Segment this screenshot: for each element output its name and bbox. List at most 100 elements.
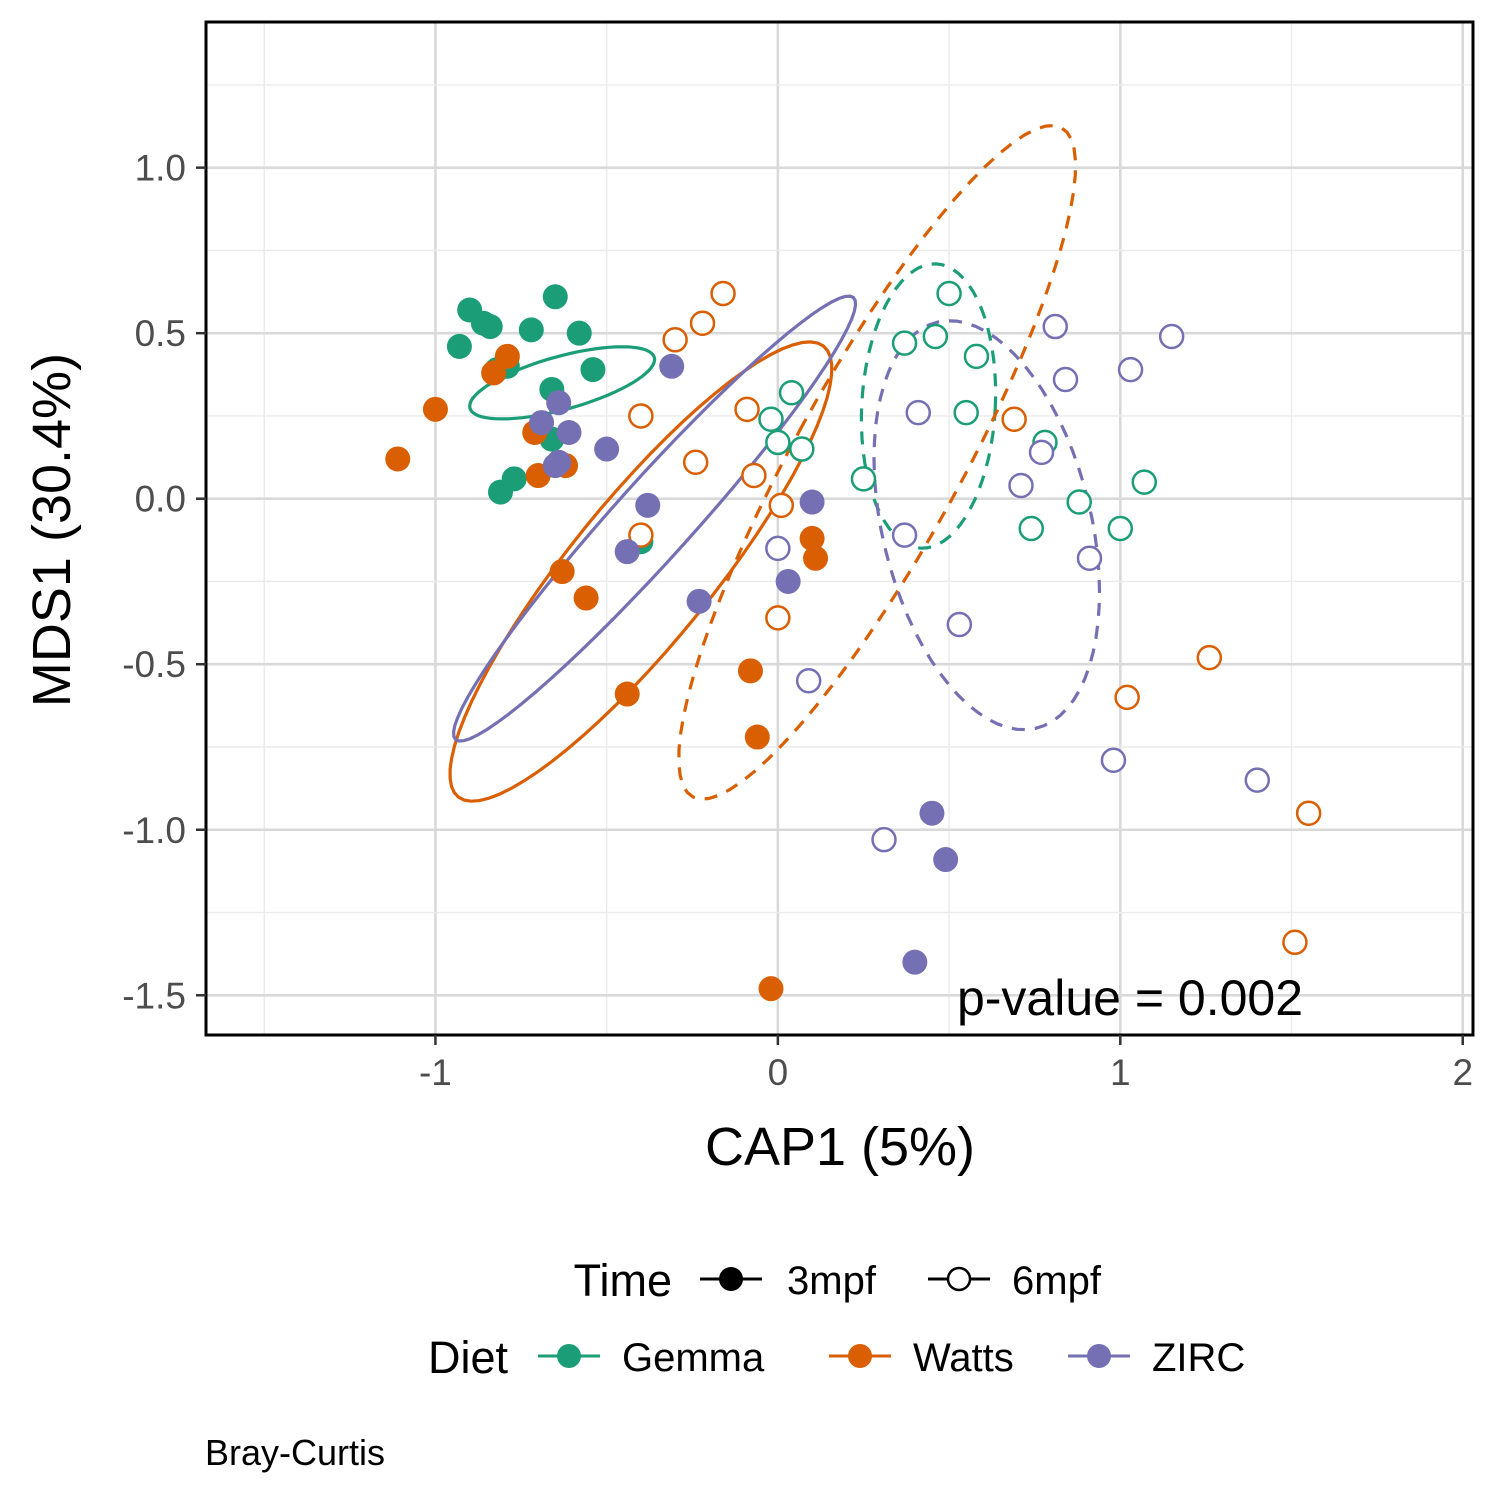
point-zirc-6mpf (905, 399, 932, 426)
plot-panel-border (204, 20, 1475, 1037)
ellipse-zirc-3mpf (451, 294, 858, 743)
point-watts-3mpf (422, 396, 448, 422)
point-zirc-6mpf (946, 611, 973, 638)
tick-layer: -1 0 1 2 1.0 0.5 0.0 -0.5 -1.0 -1.5 (122, 148, 1473, 1093)
point-gemma-6mpf (758, 406, 784, 433)
x-tick-label: 1 (1110, 1052, 1131, 1093)
point-gemma-3mpf (580, 357, 606, 383)
point-watts-6mpf (1196, 644, 1223, 671)
point-watts-6mpf (689, 310, 716, 337)
point-watts-6mpf (1001, 406, 1027, 433)
point-gemma-6mpf (778, 380, 805, 406)
legend-label-zirc: ZIRC (1152, 1336, 1245, 1380)
point-layer (385, 280, 1322, 1002)
point-gemma-6mpf (1066, 489, 1092, 515)
y-tick-label: 1.0 (135, 148, 186, 189)
ellipse-watts-6mpf (677, 123, 1078, 801)
point-watts-6mpf (1282, 929, 1308, 956)
point-zirc-3mpf (542, 453, 568, 479)
point-zirc-6mpf (1008, 472, 1034, 499)
point-gemma-3mpf (477, 314, 503, 340)
point-gemma-6mpf (1131, 469, 1158, 495)
point-gemma-3mpf (446, 333, 472, 359)
y-axis-title: MDS1 (30.4%) (22, 353, 82, 707)
point-gemma-6mpf (1018, 515, 1045, 542)
point-gemma-6mpf (963, 343, 990, 370)
legend-label-watts: Watts (913, 1336, 1014, 1380)
legend-label-3mpf: 3mpf (787, 1259, 877, 1303)
point-zirc-6mpf (1158, 323, 1185, 350)
point-zirc-6mpf (1028, 439, 1055, 466)
legend-key-6mpf-icon (946, 1266, 972, 1292)
point-watts-6mpf (765, 605, 791, 631)
point-gemma-3mpf (518, 317, 544, 343)
legend-diet-title: Diet (428, 1332, 509, 1383)
point-zirc-3mpf (775, 568, 801, 594)
point-zirc-6mpf (1117, 356, 1144, 383)
point-watts-3mpf (614, 681, 640, 707)
legend: Time 3mpf 6mpf Diet Gemma Watts ZIRC (428, 1255, 1245, 1383)
point-zirc-6mpf (871, 826, 897, 853)
point-gemma-6mpf (1107, 515, 1134, 542)
point-watts-6mpf (768, 492, 795, 519)
caption: Bray-Curtis (205, 1432, 385, 1473)
ellipse-watts-3mpf (448, 340, 834, 803)
point-zirc-6mpf (1042, 313, 1068, 340)
point-gemma-6mpf (936, 280, 962, 307)
point-zirc-6mpf (1076, 545, 1103, 572)
point-zirc-3mpf (902, 949, 928, 975)
point-watts-6mpf (1295, 800, 1322, 826)
point-zirc-3mpf (919, 800, 945, 826)
legend-key-zirc-icon (1087, 1344, 1111, 1368)
point-watts-3mpf (737, 658, 763, 684)
legend-label-gemma: Gemma (622, 1336, 765, 1380)
point-gemma-6mpf (765, 429, 791, 456)
point-watts-3mpf (494, 343, 520, 369)
point-zirc-3mpf (933, 847, 959, 873)
point-zirc-3mpf (546, 390, 572, 416)
x-tick-label: 0 (768, 1052, 789, 1093)
point-gemma-6mpf (953, 399, 979, 426)
legend-key-watts-icon (848, 1344, 872, 1368)
point-zirc-3mpf (556, 419, 582, 445)
ellipse-gemma-3mpf (468, 345, 657, 421)
point-watts-3mpf (803, 545, 829, 571)
point-gemma-3mpf (487, 479, 513, 505)
legend-label-6mpf: 6mpf (1012, 1259, 1102, 1303)
p-value-annotation: p-value = 0.002 (957, 970, 1303, 1026)
legend-diet: Diet Gemma Watts ZIRC (428, 1332, 1245, 1383)
point-zirc-3mpf (686, 588, 712, 614)
point-watts-3mpf (799, 525, 825, 551)
y-tick-label: 0.5 (135, 313, 186, 354)
point-gemma-3mpf (542, 284, 568, 310)
point-gemma-3mpf (566, 320, 592, 346)
point-zirc-3mpf (799, 489, 825, 515)
y-tick-label: -1.5 (122, 975, 186, 1016)
legend-time: Time 3mpf 6mpf (574, 1255, 1102, 1306)
ellipse-layer (448, 123, 1102, 803)
point-watts-3mpf (385, 446, 411, 472)
point-zirc-6mpf (1052, 366, 1079, 393)
point-zirc-6mpf (795, 668, 822, 694)
point-watts-6mpf (741, 462, 767, 489)
point-watts-6mpf (628, 522, 654, 548)
point-zirc-6mpf (891, 522, 918, 548)
x-tick-label: -1 (419, 1052, 452, 1093)
point-watts-6mpf (682, 449, 709, 476)
point-watts-3mpf (758, 976, 784, 1002)
point-watts-6mpf (734, 396, 760, 423)
point-zirc-3mpf (635, 492, 661, 518)
point-zirc-6mpf (765, 535, 791, 562)
point-watts-6mpf (1114, 684, 1140, 711)
legend-key-3mpf-icon (719, 1267, 743, 1291)
grid-layer (206, 22, 1473, 1035)
legend-key-gemma-icon (557, 1344, 581, 1368)
x-axis-title: CAP1 (5%) (705, 1117, 975, 1177)
point-watts-6mpf (710, 280, 736, 307)
point-zirc-3mpf (614, 539, 640, 565)
point-gemma-6mpf (891, 330, 918, 356)
point-gemma-6mpf (922, 323, 949, 350)
point-watts-6mpf (628, 403, 654, 429)
point-gemma-6mpf (789, 436, 815, 462)
